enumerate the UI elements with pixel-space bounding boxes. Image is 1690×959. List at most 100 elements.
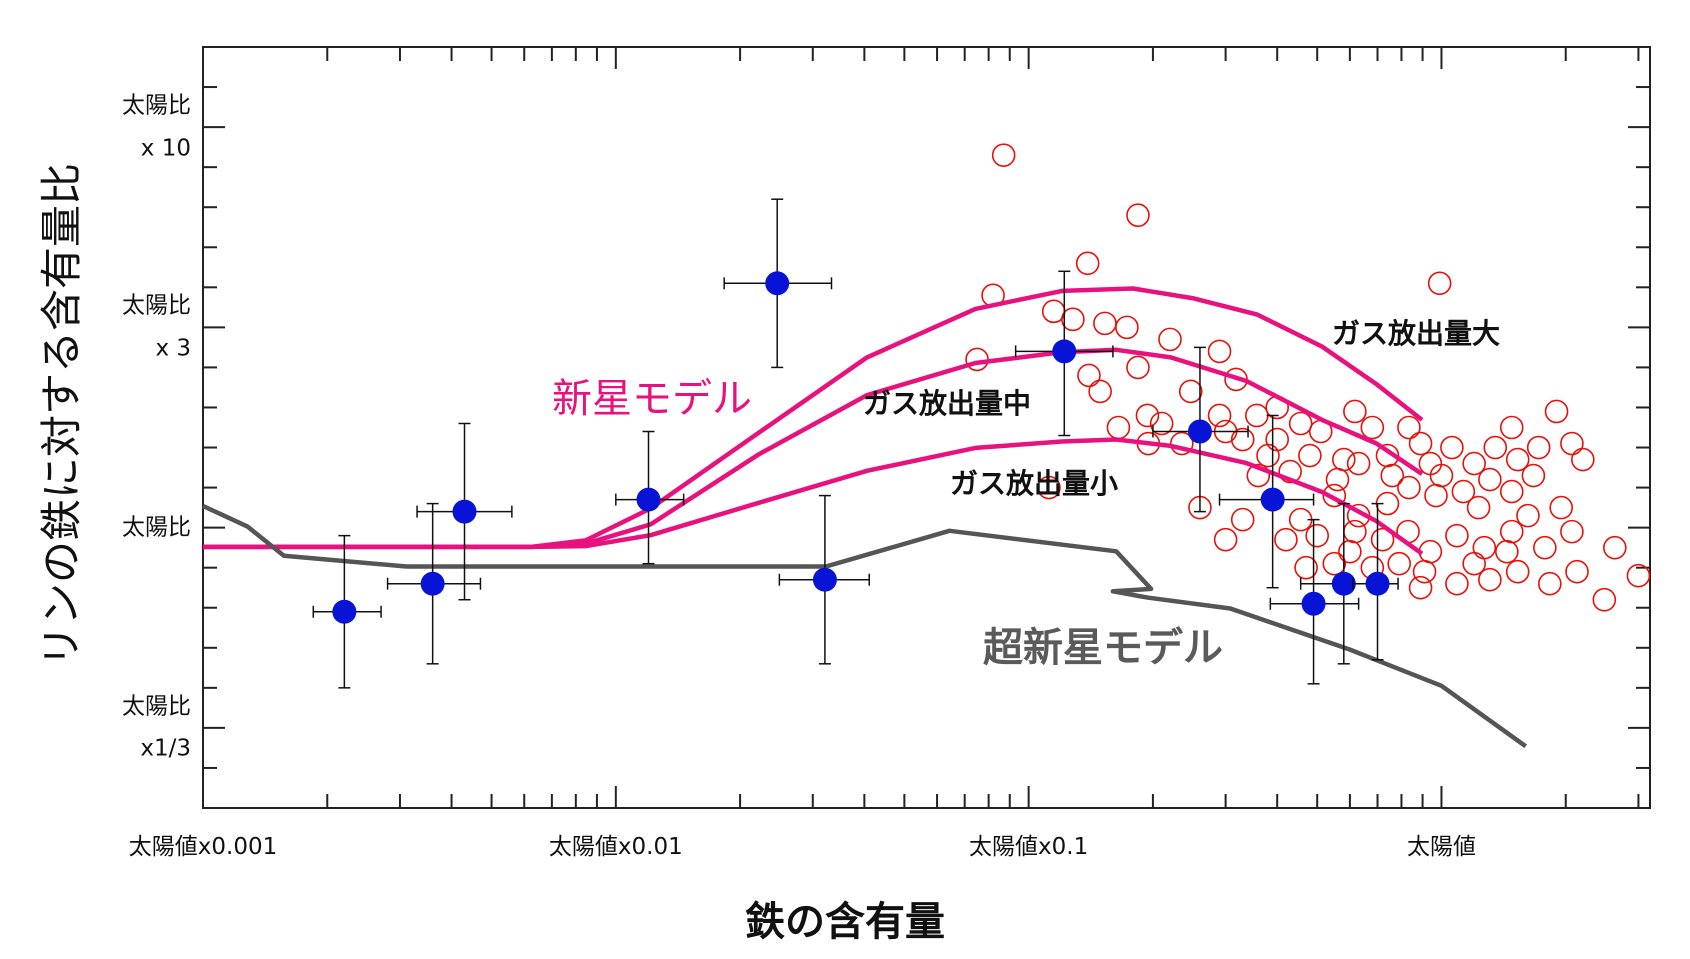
simulated-point: [1516, 503, 1540, 528]
simulated-point: [1149, 411, 1174, 436]
annotation: 新星モデル: [552, 376, 752, 422]
observed-point: [1365, 571, 1390, 596]
y-tick-label: 太陽比 x 3: [122, 292, 191, 362]
simulated-point: [1294, 555, 1318, 580]
simulated-point: [1325, 467, 1350, 492]
model-line: [202, 503, 1528, 749]
simulated-point: [1483, 435, 1508, 460]
simulated-point: [1246, 463, 1271, 488]
simulated-point: [1544, 399, 1569, 424]
x-axis-label: 鉄の含有量: [745, 899, 945, 945]
simulated-point: [1207, 339, 1232, 364]
simulated-point: [1429, 463, 1454, 488]
simulated-point: [1424, 483, 1448, 508]
observed-point: [1052, 339, 1077, 364]
simulated-point: [1499, 519, 1524, 544]
annotation: 超新星モデル: [983, 625, 1223, 671]
simulated-point: [1088, 379, 1112, 404]
simulated-point: [1256, 443, 1280, 468]
simulated-point: [1305, 523, 1329, 548]
simulated-point: [1626, 563, 1651, 588]
simulated-point: [1549, 495, 1573, 520]
simulated-point: [1037, 475, 1061, 500]
observed-point: [636, 487, 661, 512]
simulated-point: [1338, 539, 1362, 564]
simulated-point: [1322, 551, 1347, 576]
simulated-point: [1380, 463, 1405, 488]
simulated-point: [1408, 575, 1433, 600]
annotation: ガス放出量小: [950, 467, 1119, 501]
simulated-point: [1126, 355, 1150, 380]
simulated-point: [1418, 451, 1443, 476]
simulated-point: [1478, 467, 1502, 492]
simulated-point: [1170, 431, 1194, 456]
simulated-point: [1343, 519, 1367, 544]
simulated-point: [1565, 559, 1589, 584]
simulated-point: [1274, 527, 1298, 552]
observed-point: [765, 271, 790, 296]
simulated-point: [1298, 443, 1322, 468]
simulated-point: [1521, 463, 1546, 488]
simulated-point: [1603, 535, 1627, 560]
observed-point: [1331, 571, 1356, 596]
observed-point: [420, 571, 445, 596]
model-line: [203, 347, 1424, 550]
simulated-point: [1115, 315, 1139, 340]
simulated-point: [1178, 379, 1203, 404]
simulated-point: [1526, 435, 1551, 460]
simulated-point: [1495, 539, 1519, 564]
simulated-point: [1472, 535, 1497, 560]
simulated-point: [1478, 567, 1502, 592]
simulated-point: [1332, 447, 1356, 472]
simulated-point: [1230, 507, 1255, 532]
simulated-point: [1499, 415, 1524, 440]
simulated-point: [1445, 571, 1469, 596]
simulated-point: [1451, 479, 1476, 504]
plot-frame: [202, 46, 1651, 809]
simulated-point: [1412, 559, 1437, 584]
simulated-point: [1462, 451, 1486, 476]
simulated-point: [1387, 551, 1412, 576]
simulated-point: [1408, 431, 1433, 456]
simulated-point: [1322, 483, 1347, 508]
simulated-point: [1265, 427, 1289, 452]
simulated-point: [1466, 495, 1491, 520]
simulated-point: [1343, 399, 1367, 424]
simulated-point: [1075, 251, 1100, 276]
observed-point: [332, 599, 357, 624]
simulated-point: [1346, 451, 1371, 476]
annotation: ガス放出量大: [1332, 317, 1501, 351]
simulated-point: [991, 143, 1016, 167]
simulated-point: [1158, 327, 1182, 352]
simulated-point: [1278, 459, 1302, 484]
simulated-point: [1061, 307, 1085, 332]
simulated-point: [1462, 551, 1486, 576]
simulated-point: [1445, 523, 1469, 548]
simulated-point: [1560, 519, 1584, 544]
observed-point: [1301, 591, 1326, 616]
simulated-point: [1571, 447, 1595, 472]
simulated-point: [1106, 415, 1131, 440]
x-tick-label: 太陽値x0.01: [548, 834, 683, 860]
y-tick-label: 太陽比 x1/3: [122, 693, 191, 762]
simulated-point: [1538, 571, 1562, 596]
annotation: ガス放出量中: [863, 387, 1032, 421]
simulated-point: [1533, 535, 1557, 560]
model-line: [203, 286, 1424, 550]
simulated-point: [1397, 475, 1421, 500]
y-axis-label: リンの鉄に対する含有量比: [37, 162, 87, 668]
simulated-point: [1230, 427, 1255, 452]
simulated-point: [1499, 479, 1524, 504]
simulated-point: [1360, 415, 1385, 440]
simulated-point: [1370, 527, 1395, 552]
model-line: [203, 437, 1424, 556]
simulated-point: [1505, 559, 1530, 584]
simulated-point: [1427, 271, 1452, 296]
y-tick-label: 太陽比: [122, 514, 191, 541]
simulated-point: [1077, 363, 1101, 388]
simulated-point: [1126, 203, 1150, 228]
simulated-point: [1397, 415, 1421, 440]
simulated-point: [1244, 403, 1269, 428]
x-tick-label: 太陽値x0.001: [128, 834, 278, 860]
simulated-point: [1213, 527, 1238, 552]
